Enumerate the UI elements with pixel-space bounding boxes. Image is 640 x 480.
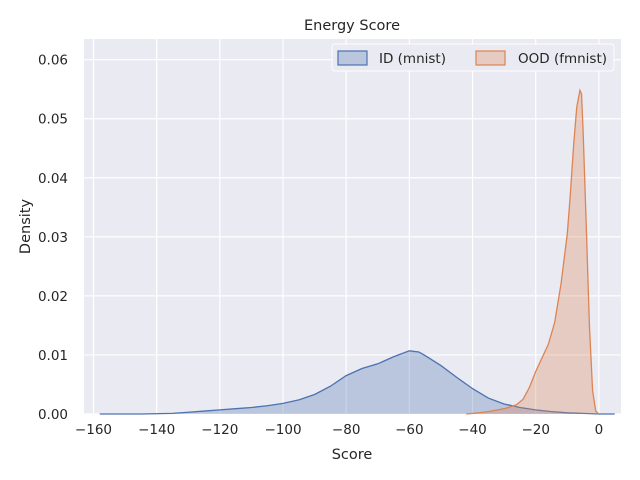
y-tick-label: 0.05 [38,112,68,128]
series-line-0 [99,350,615,415]
y-tick-label: 0.06 [38,53,68,69]
legend-label-id: ID (mnist) [379,51,446,67]
plot-background [84,39,621,414]
x-tick-label: −40 [458,422,487,438]
x-tick-label: 0 [595,422,604,438]
density-areas [99,88,615,415]
y-tick-label: 0.01 [38,348,68,364]
y-tick-label: 0.02 [38,289,68,305]
y-tick-label: 0.00 [38,407,68,423]
x-tick-label: −120 [201,422,238,438]
x-tick-label: −160 [75,422,112,438]
legend-label-ood: OOD (fmnist) [518,51,607,67]
y-axis-label: Density [18,199,34,255]
legend-swatch-id [337,50,368,66]
grid-lines [84,39,621,415]
tick-labels: −160 −140 −120 −100 −80 −60 −40 −20 0 0.00 0.01 0.0… [38,53,603,438]
series-area-0 [99,350,615,414]
series-area-1 [466,90,599,414]
x-tick-label: −80 [332,422,361,438]
y-tick-label: 0.04 [38,171,68,187]
legend-swatch-ood [475,50,506,66]
x-tick-label: −140 [138,422,175,438]
legend: ID (mnist) OOD (fmnist) [331,43,615,72]
x-tick-label: −100 [264,422,301,438]
x-axis-label: Score [332,447,373,463]
chart-title: Energy Score [304,18,400,34]
legend-frame [331,43,615,72]
series-line-1 [466,88,600,415]
y-tick-label: 0.03 [38,230,68,246]
x-tick-label: −60 [395,422,424,438]
x-tick-label: −20 [521,422,550,438]
